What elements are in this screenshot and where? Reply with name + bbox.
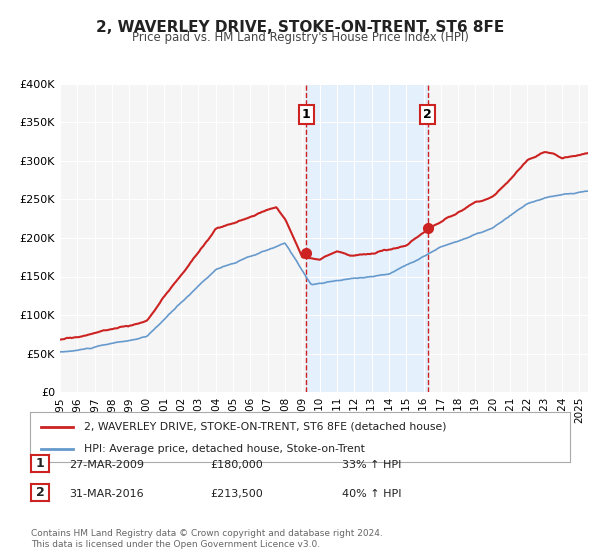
Text: 33% ↑ HPI: 33% ↑ HPI	[342, 460, 401, 470]
Text: Contains HM Land Registry data © Crown copyright and database right 2024.
This d: Contains HM Land Registry data © Crown c…	[31, 529, 383, 549]
Text: 2: 2	[424, 108, 432, 122]
Text: HPI: Average price, detached house, Stoke-on-Trent: HPI: Average price, detached house, Stok…	[84, 445, 365, 454]
Text: 1: 1	[302, 108, 311, 122]
Text: Price paid vs. HM Land Registry's House Price Index (HPI): Price paid vs. HM Land Registry's House …	[131, 31, 469, 44]
Bar	[307, 84, 428, 392]
Text: £213,500: £213,500	[210, 489, 263, 499]
Text: 27-MAR-2009: 27-MAR-2009	[69, 460, 144, 470]
Text: 40% ↑ HPI: 40% ↑ HPI	[342, 489, 401, 499]
Text: 2, WAVERLEY DRIVE, STOKE-ON-TRENT, ST6 8FE: 2, WAVERLEY DRIVE, STOKE-ON-TRENT, ST6 8…	[96, 20, 504, 35]
Text: 1: 1	[36, 456, 44, 470]
Text: 31-MAR-2016: 31-MAR-2016	[69, 489, 143, 499]
Text: £180,000: £180,000	[210, 460, 263, 470]
Text: 2, WAVERLEY DRIVE, STOKE-ON-TRENT, ST6 8FE (detached house): 2, WAVERLEY DRIVE, STOKE-ON-TRENT, ST6 8…	[84, 422, 446, 432]
Text: 2: 2	[36, 486, 44, 499]
